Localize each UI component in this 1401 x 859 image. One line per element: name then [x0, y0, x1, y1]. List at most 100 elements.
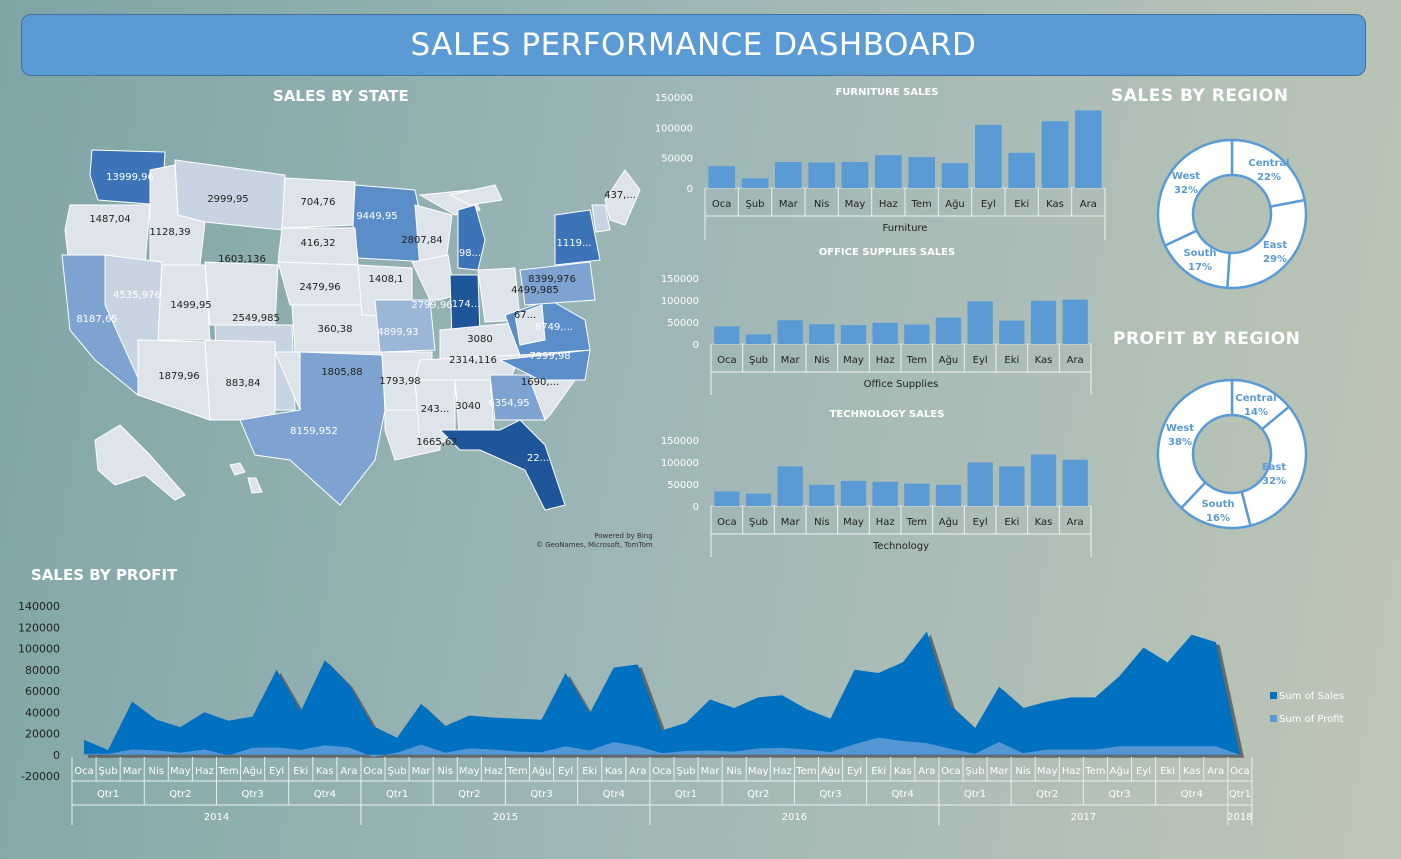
technology-sales-chart: TECHNOLOGY SALES 0 50000 100000 150000 Oca Şub… — [661, 409, 1092, 557]
month-label: Nis — [1015, 766, 1030, 777]
state-value-label: 2799,96 — [411, 300, 452, 311]
legend-swatch-profit — [1270, 715, 1277, 722]
y-tick-label: 50000 — [667, 480, 699, 491]
x-tick-label: Tem — [911, 199, 932, 210]
x-tick-label: Nis — [814, 517, 829, 528]
bar-Ara — [1075, 110, 1102, 188]
state-value-label: 360,38 — [318, 324, 353, 335]
state-value-label: 8399,976 — [528, 274, 576, 285]
bar-Şub — [741, 178, 769, 188]
x-tick-label: Haz — [876, 355, 895, 366]
state-shape — [519, 261, 596, 306]
quarter-label: Qtr2 — [747, 789, 769, 800]
quarter-label: Qtr1 — [386, 789, 408, 800]
state-value-label: 1665,62 — [416, 437, 457, 448]
bar-Eki — [1008, 152, 1035, 188]
x-tick-label: Ağu — [939, 354, 959, 366]
y-tick-label: 80000 — [25, 664, 60, 677]
quarter-label: Qtr1 — [964, 789, 986, 800]
state-shape — [498, 349, 591, 381]
bar-chart-title: TECHNOLOGY SALES — [830, 409, 945, 420]
bar-Eyl — [975, 124, 1002, 188]
month-label: Tem — [506, 766, 527, 777]
bar-Nis — [808, 162, 835, 188]
bar-Mar — [777, 320, 803, 344]
month-label: May — [1037, 766, 1058, 777]
state-shape — [591, 204, 611, 233]
donut-category-label: South — [1201, 499, 1234, 510]
bar-Kas — [1041, 121, 1069, 188]
bar-Oca — [714, 326, 740, 344]
bar-Şub — [745, 334, 772, 344]
quarter-label: Qtr1 — [675, 789, 697, 800]
bar-Haz — [875, 155, 902, 188]
sum-of-sales-area — [84, 631, 1240, 755]
profit-by-region-title: PROFIT BY REGION — [1113, 329, 1301, 349]
state-shape — [94, 424, 186, 501]
quarter-label: Qtr2 — [458, 789, 480, 800]
x-tick-label: Oca — [717, 517, 737, 528]
donut-category-label: East — [1263, 240, 1288, 251]
month-label: Mar — [123, 766, 143, 777]
donut-percent-label: 32% — [1262, 476, 1286, 487]
legend-label-sales: Sum of Sales — [1279, 691, 1344, 702]
donut-slice-west — [1156, 378, 1234, 510]
state-value-label: 174... — [452, 299, 481, 310]
state-shape — [529, 379, 576, 421]
bar-Mar — [777, 466, 803, 506]
donut-percent-label: 38% — [1168, 437, 1192, 448]
quarter-label: Qtr2 — [169, 789, 191, 800]
state-value-label: 883,84 — [226, 378, 261, 389]
x-tick-label: May — [843, 517, 864, 528]
state-value-label: 9449,95 — [356, 211, 397, 222]
month-label: Ara — [1207, 766, 1224, 777]
state-value-label: 2999,95 — [207, 194, 248, 205]
bar-Ağu — [935, 484, 962, 506]
state-shape — [448, 184, 503, 206]
state-value-label: 1690,... — [521, 377, 559, 388]
state-value-label: 1499,95 — [170, 300, 211, 311]
x-axis-label: Furniture — [883, 223, 928, 234]
x-tick-label: Şub — [749, 355, 768, 366]
x-tick-label: Tem — [906, 355, 927, 366]
state-value-label: 7999,98 — [529, 351, 570, 362]
state-value-label: 3040 — [455, 401, 480, 412]
x-tick-label: Haz — [879, 199, 898, 210]
quarter-label: Qtr1 — [1229, 789, 1251, 800]
state-shape — [89, 149, 166, 206]
month-label: Ara — [918, 766, 935, 777]
legend-swatch-sales — [1270, 692, 1277, 699]
state-value-label: 4899,93 — [377, 327, 418, 338]
month-label: Ağu — [1110, 765, 1130, 777]
month-label: Tem — [1084, 766, 1105, 777]
donut-slice-west — [1156, 138, 1234, 248]
map-credit-line1: Powered by Bing — [594, 532, 653, 540]
state-value-label: 243... — [421, 404, 450, 415]
sum-of-profit-area — [84, 737, 1240, 757]
month-label: Şub — [676, 766, 695, 777]
y-tick-label: 0 — [687, 184, 693, 195]
month-label: Eki — [871, 766, 886, 777]
donut-category-label: East — [1262, 462, 1287, 473]
y-tick-label: 50000 — [661, 154, 693, 165]
state-value-label: 1408,1 — [369, 274, 404, 285]
state-value-label: 2549,985 — [232, 313, 280, 324]
bar-Nis — [809, 324, 835, 344]
quarter-label: Qtr3 — [819, 789, 841, 800]
state-value-label: 1793,98 — [379, 376, 420, 387]
year-label: 2018 — [1227, 812, 1252, 823]
bar-Eyl — [967, 462, 993, 506]
y-tick-label: 150000 — [661, 436, 699, 447]
state-value-label: 1119... — [557, 238, 592, 249]
state-shape — [374, 299, 436, 353]
y-tick-label: 100000 — [655, 123, 693, 134]
state-value-label: 2314,116 — [449, 355, 497, 366]
y-tick-label: 0 — [693, 340, 699, 351]
bar-Nis — [809, 484, 835, 506]
donut-slice-east — [1240, 405, 1308, 528]
month-label: Mar — [990, 766, 1010, 777]
quarter-label: Qtr4 — [314, 789, 336, 800]
state-shape — [411, 254, 456, 301]
state-shape — [229, 462, 246, 476]
state-shape — [247, 477, 263, 494]
